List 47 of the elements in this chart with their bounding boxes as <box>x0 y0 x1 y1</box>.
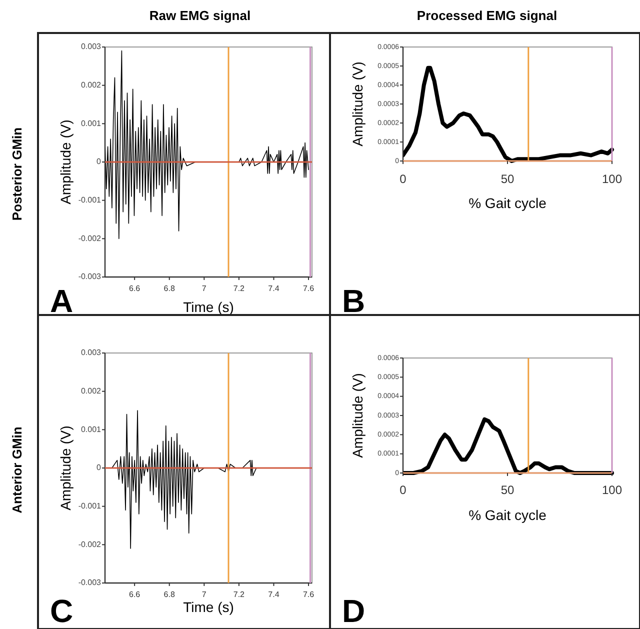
y-axis-title: Amplitude (V) <box>58 426 74 510</box>
x-axis-title: % Gait cycle <box>468 195 547 211</box>
y-tick-label: 0.003 <box>80 42 102 52</box>
x-axis-title: Time (s) <box>183 599 234 615</box>
text: Anterior GMin <box>9 426 24 514</box>
x-tick-label: 7.2 <box>233 590 246 599</box>
x-axis-title: Time (s) <box>183 299 234 315</box>
y-axis-title: Amplitude (V) <box>350 62 366 146</box>
y-tick-label: -0.001 <box>78 501 102 510</box>
y-axis-title: Amplitude (V) <box>350 373 366 458</box>
chart-title: Processed EMG signal <box>416 8 558 23</box>
x-tick-label: 6.8 <box>164 590 176 599</box>
line-series <box>105 50 309 240</box>
x-tick-label: 6.8 <box>164 284 176 293</box>
y-tick-label: -0.001 <box>78 195 102 204</box>
x-tick-label: 100 <box>602 483 622 497</box>
x-axis-title: % Gait cycle <box>468 507 547 523</box>
text: C <box>50 593 74 629</box>
x-tick-label: 7.2 <box>233 284 246 293</box>
y-tick-label: -0.002 <box>78 540 102 549</box>
y-tick-label: 0 <box>96 463 102 472</box>
y-tick-label: -0.002 <box>78 234 102 243</box>
text: D <box>342 593 366 629</box>
x-tick-label: 7 <box>202 590 207 599</box>
y-tick-label: 0 <box>96 157 102 166</box>
text: Posterior GMin <box>9 127 24 221</box>
x-tick-label: 50 <box>500 172 514 186</box>
x-tick-label: 100 <box>602 172 622 186</box>
y-tick-label: 0.001 <box>80 118 102 128</box>
x-tick-label: 6.6 <box>129 590 141 599</box>
y-tick-label: -0.003 <box>78 272 102 282</box>
y-tick-label: -0.003 <box>78 578 102 588</box>
y-tick-label: 0.003 <box>80 348 102 358</box>
x-tick-label: 7 <box>202 284 207 293</box>
x-tick-label: 6.6 <box>129 284 141 293</box>
x-tick-label: 7.4 <box>268 284 280 293</box>
y-tick-label: 0.001 <box>80 424 102 434</box>
text: B <box>342 283 366 319</box>
x-tick-label: 7.6 <box>302 284 315 293</box>
y-tick-label: 0.002 <box>80 386 102 396</box>
x-tick-label: 7.4 <box>268 590 280 599</box>
text: A <box>50 283 74 319</box>
y-tick-label: 0.002 <box>80 80 102 90</box>
y-axis-title: Amplitude (V) <box>58 120 74 204</box>
x-tick-label: 50 <box>500 483 514 497</box>
chart-title: Raw EMG signal <box>149 8 251 23</box>
x-tick-label: 7.6 <box>302 590 315 599</box>
